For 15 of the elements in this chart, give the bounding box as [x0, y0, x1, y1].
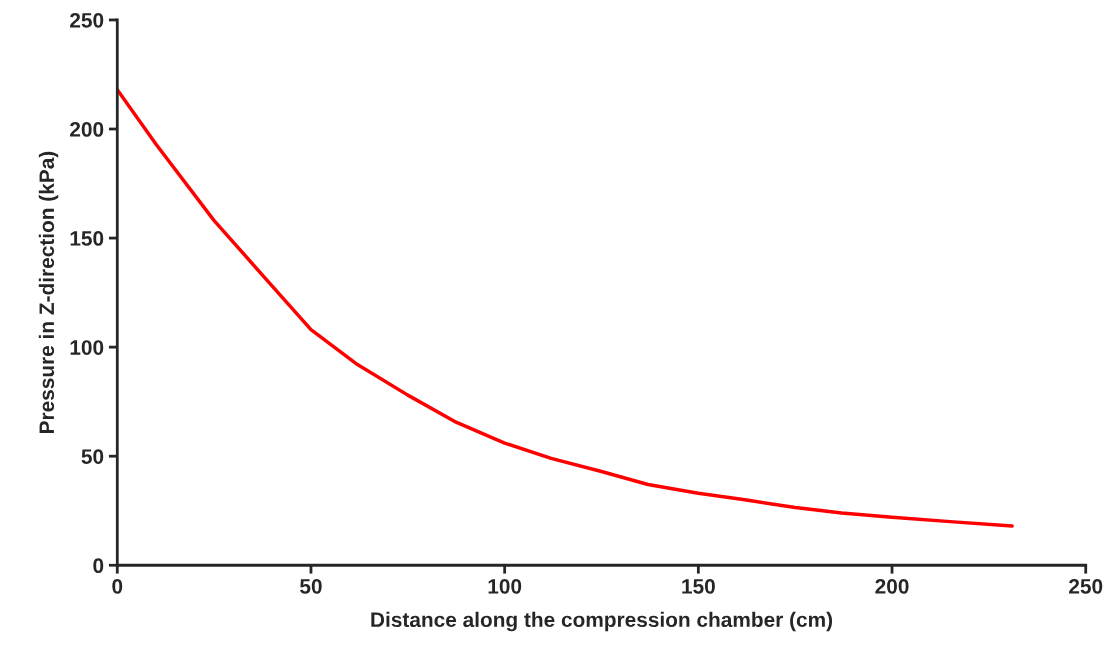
x-tick-label: 0 — [112, 578, 123, 594]
x-tick-label: 150 — [682, 578, 715, 594]
y-tick-label: 150 — [70, 231, 104, 246]
y-tick-label: 50 — [81, 449, 104, 464]
y-tick-label: 250 — [70, 12, 104, 28]
x-tick-label: 100 — [488, 578, 522, 594]
line-series — [117, 88, 1014, 528]
x-tick-label: 200 — [875, 578, 909, 594]
x-axis-title: Distance along the compression chamber (cm) — [371, 611, 833, 632]
y-axis-title: Pressure in Z-direction (kPa) — [38, 151, 59, 434]
y-tick-label: 0 — [93, 558, 104, 573]
x-tick-label: 50 — [300, 578, 322, 594]
y-tick-label: 200 — [70, 122, 104, 137]
y-tick-label: 100 — [70, 340, 104, 355]
x-tick-label: 250 — [1069, 578, 1103, 594]
